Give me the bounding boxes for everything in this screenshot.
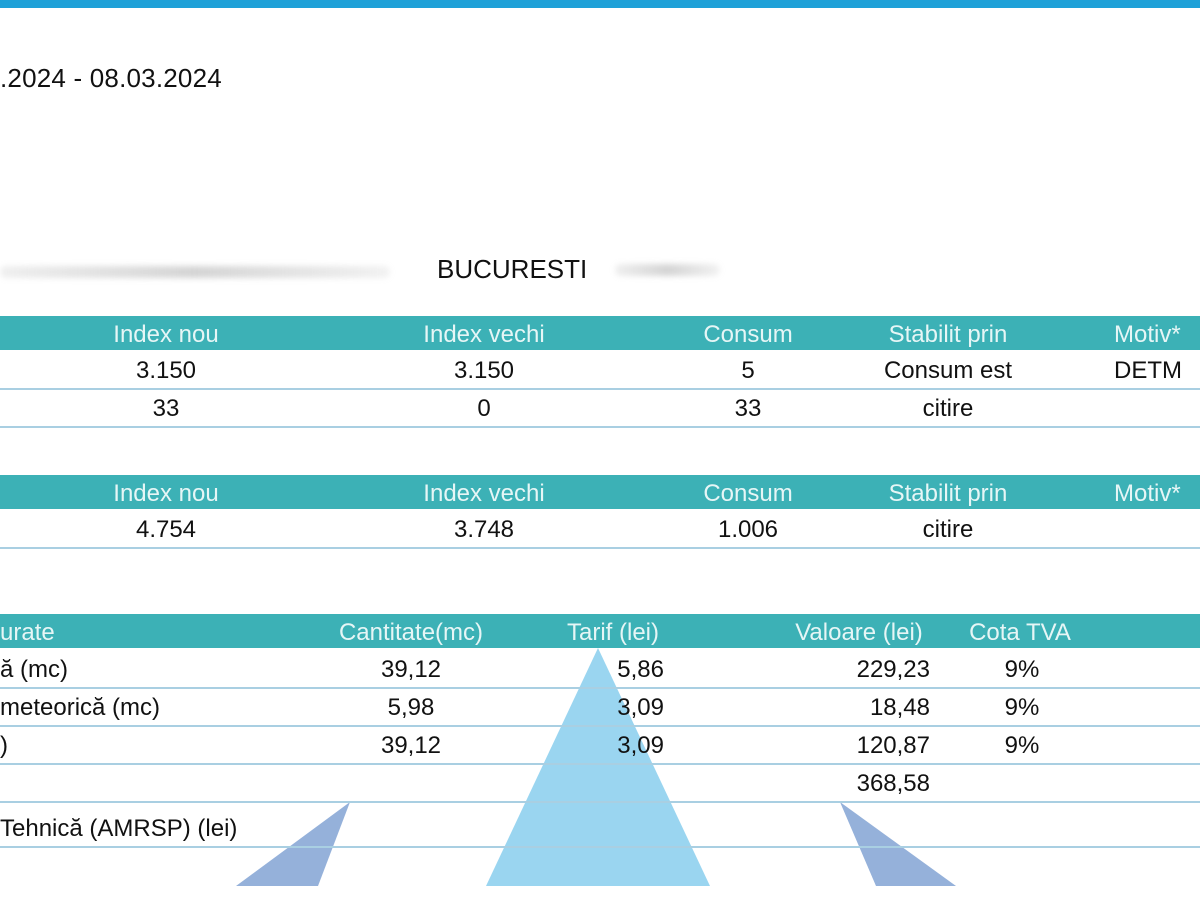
header-stabilit-prin: Stabilit prin [888,480,1008,507]
header-consum: Consum [703,321,793,348]
cell-cota-tva: 9% [1004,656,1040,683]
cell-stabilit-prin: citire [922,516,974,543]
header-servicii: urate [0,619,55,646]
cell-valoare-total: 368,58 [856,770,930,797]
cell-cota-tva: 9% [1004,732,1040,759]
table-row: 33 0 33 citire [0,390,1200,428]
cell-consum: 33 [734,395,762,422]
cell-cota-tva: 9% [1004,694,1040,721]
header-cantitate: Cantitate(mc) [338,619,484,646]
header-motiv: Motiv* [1114,321,1181,348]
cell-serviciu: meteorică (mc) [0,694,161,721]
cell-cantitate: 5,98 [387,694,435,721]
table-row-total: 368,58 [0,765,1200,803]
cell-index-nou: 3.150 [135,357,197,384]
cell-valoare: 229,23 [856,656,930,683]
cell-tarif: 3,09 [617,732,664,759]
billing-period: .2024 - 08.03.2024 [0,63,222,93]
cell-serviciu: Tehnică (AMRSP) (lei) [0,815,238,842]
header-index-nou: Index nou [113,321,219,348]
cell-index-nou: 4.754 [135,516,197,543]
table-row: 3.150 3.150 5 Consum est DETM [0,352,1200,390]
cell-serviciu: ă (mc) [0,656,68,683]
cell-tarif: 3,09 [617,694,664,721]
header-valoare: Valoare (lei) [795,619,923,646]
billing-table-header: urate Cantitate(mc) Tarif (lei) Valoare … [0,614,1200,648]
table-row: 4.754 3.748 1.006 citire [0,511,1200,549]
cell-consum: 5 [741,357,755,384]
cell-index-vechi: 3.150 [453,357,515,384]
cell-cantitate: 39,12 [380,656,442,683]
redacted-address-part [0,266,390,278]
cell-valoare: 18,48 [869,694,930,721]
meter-table-1-header: Index nou Index vechi Consum Stabilit pr… [0,316,1200,350]
top-accent-bar [0,0,1200,8]
header-index-vechi: Index vechi [423,321,545,348]
header-motiv: Motiv* [1114,480,1181,507]
header-consum: Consum [703,480,793,507]
cell-valoare: 120,87 [856,732,930,759]
header-index-vechi: Index vechi [423,480,545,507]
address-city: BUCURESTI [437,254,588,284]
header-index-nou: Index nou [113,480,219,507]
cell-cantitate: 39,12 [380,732,442,759]
cell-motiv: DETM [1114,357,1182,384]
table-row: Tehnică (AMRSP) (lei) [0,810,1200,848]
cell-consum: 1.006 [717,516,779,543]
table-row: meteorică (mc) 5,98 3,09 18,48 9% [0,689,1200,727]
cell-serviciu: ) [0,732,8,759]
table-row: ) 39,12 3,09 120,87 9% [0,727,1200,765]
cell-stabilit-prin: citire [922,395,974,422]
meter-table-2-header: Index nou Index vechi Consum Stabilit pr… [0,475,1200,509]
header-tarif: Tarif (lei) [566,619,660,646]
header-stabilit-prin: Stabilit prin [888,321,1008,348]
table-row: ă (mc) 39,12 5,86 229,23 9% [0,651,1200,689]
cell-index-vechi: 0 [477,395,491,422]
redacted-postal-code [615,264,720,276]
cell-tarif: 5,86 [617,656,664,683]
cell-index-nou: 33 [152,395,180,422]
header-cota-tva: Cota TVA [969,619,1071,646]
cell-stabilit-prin: Consum est [883,357,1013,384]
cell-index-vechi: 3.748 [453,516,515,543]
